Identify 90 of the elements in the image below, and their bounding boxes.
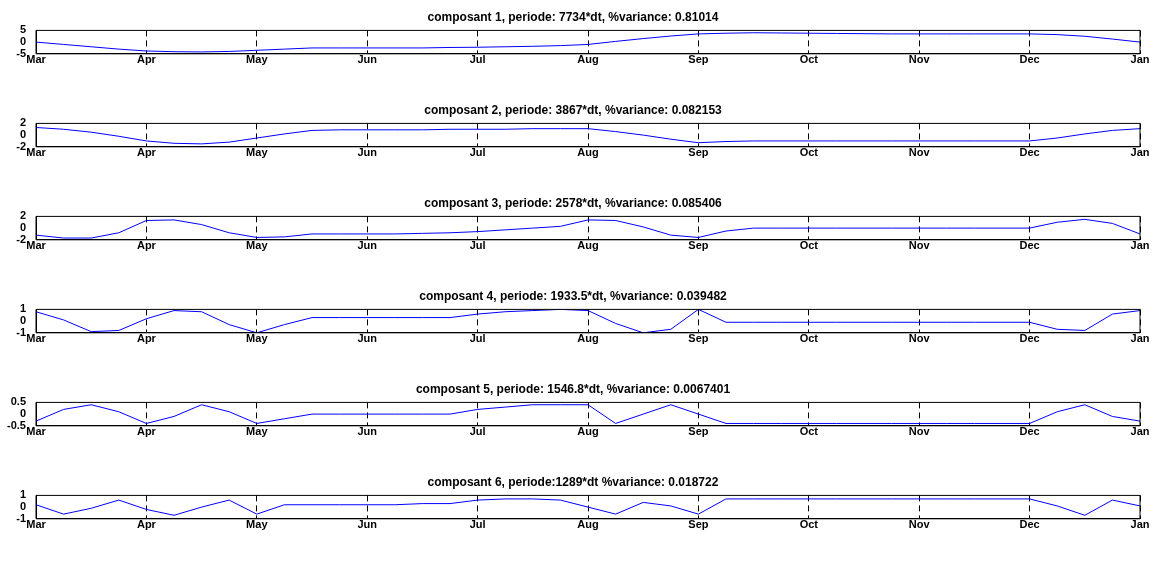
x-tick-label: Aug bbox=[577, 518, 599, 531]
x-tick-label: Aug bbox=[577, 53, 599, 66]
y-tick-label: 5 bbox=[19, 23, 26, 36]
x-tick-label: Mar bbox=[26, 332, 47, 345]
y-tick-label: -2 bbox=[16, 139, 26, 152]
chart-title: composant 4, periode: 1933.5*dt, %variance: 0.039482 bbox=[419, 288, 728, 303]
x-tick-label: Sep bbox=[688, 146, 709, 159]
x-tick-label: Apr bbox=[136, 239, 157, 252]
x-tick-label: Jan bbox=[1130, 518, 1150, 531]
x-tick-label: Sep bbox=[688, 239, 709, 252]
x-tick-label: Jul bbox=[469, 332, 486, 345]
y-tick-label: 2 bbox=[19, 209, 26, 222]
x-tick-label: Sep bbox=[688, 53, 709, 66]
x-tick-label: Apr bbox=[136, 518, 157, 531]
x-tick-label: Dec bbox=[1019, 53, 1040, 66]
x-tick-label: Mar bbox=[26, 425, 47, 438]
y-tick-label: 0 bbox=[19, 314, 26, 327]
x-tick-label: Sep bbox=[688, 332, 709, 345]
y-tick-label: 0 bbox=[19, 35, 26, 48]
y-tick-label: -1 bbox=[16, 511, 26, 524]
x-tick-label: Jun bbox=[357, 425, 378, 438]
x-tick-label: May bbox=[246, 518, 269, 531]
x-tick-label: Apr bbox=[136, 53, 157, 66]
x-tick-label: Jul bbox=[469, 53, 486, 66]
chart-title: composant 1, periode: 7734*dt, %variance: 0.81014 bbox=[427, 9, 719, 24]
chart-title: composant 3, periode: 2578*dt, %variance: 0.085406 bbox=[424, 195, 723, 210]
x-tick-label: May bbox=[246, 239, 269, 252]
y-tick-label: 0 bbox=[19, 221, 26, 234]
x-tick-label: Aug bbox=[577, 332, 599, 345]
x-tick-label: Nov bbox=[908, 239, 931, 252]
x-tick-label: Nov bbox=[908, 146, 931, 159]
x-tick-label: Aug bbox=[577, 146, 599, 159]
x-tick-label: May bbox=[246, 146, 269, 159]
x-tick-label: May bbox=[246, 332, 269, 345]
x-tick-label: Jul bbox=[469, 518, 486, 531]
x-tick-label: Jan bbox=[1130, 239, 1150, 252]
x-tick-label: Jun bbox=[357, 146, 378, 159]
x-tick-label: Dec bbox=[1019, 332, 1040, 345]
x-tick-label: Oct bbox=[799, 332, 819, 345]
x-tick-label: Apr bbox=[136, 332, 157, 345]
x-tick-label: Dec bbox=[1019, 146, 1040, 159]
x-tick-label: Jul bbox=[469, 146, 486, 159]
x-tick-label: Jul bbox=[469, 239, 486, 252]
x-tick-label: Nov bbox=[908, 518, 931, 531]
x-tick-label: Jun bbox=[357, 518, 378, 531]
y-tick-label: -5 bbox=[16, 46, 26, 59]
x-tick-label: Dec bbox=[1019, 239, 1040, 252]
x-tick-label: Apr bbox=[136, 425, 157, 438]
y-tick-label: -0.5 bbox=[7, 418, 26, 431]
x-tick-label: Jul bbox=[469, 425, 486, 438]
x-tick-label: Nov bbox=[908, 425, 931, 438]
x-tick-label: Oct bbox=[799, 53, 819, 66]
x-tick-label: Oct bbox=[799, 239, 819, 252]
y-tick-label: 0 bbox=[19, 500, 26, 513]
y-tick-label: 0 bbox=[19, 128, 26, 141]
x-tick-label: Jan bbox=[1130, 425, 1150, 438]
x-tick-label: Jan bbox=[1130, 53, 1150, 66]
x-tick-label: Sep bbox=[688, 518, 709, 531]
x-tick-label: Aug bbox=[577, 239, 599, 252]
x-tick-label: Jun bbox=[357, 332, 378, 345]
x-tick-label: Oct bbox=[799, 146, 819, 159]
x-tick-label: Nov bbox=[908, 53, 931, 66]
y-tick-label: 0 bbox=[19, 407, 26, 420]
x-tick-label: Aug bbox=[577, 425, 599, 438]
x-tick-label: Mar bbox=[26, 53, 47, 66]
x-tick-label: Jan bbox=[1130, 146, 1150, 159]
x-tick-label: Oct bbox=[799, 425, 819, 438]
y-tick-label: -2 bbox=[16, 232, 26, 245]
y-tick-label: -1 bbox=[16, 325, 26, 338]
x-tick-label: May bbox=[246, 53, 269, 66]
x-tick-label: Jan bbox=[1130, 332, 1150, 345]
y-tick-label: 0.5 bbox=[10, 395, 26, 408]
x-tick-label: Mar bbox=[26, 239, 47, 252]
x-tick-label: Mar bbox=[26, 146, 47, 159]
x-tick-label: Jun bbox=[357, 53, 378, 66]
x-tick-label: Dec bbox=[1019, 518, 1040, 531]
chart-title: composant 2, periode: 3867*dt, %variance: 0.082153 bbox=[424, 102, 723, 117]
chart-title: composant 6, periode:1289*dt %variance: 0.018722 bbox=[427, 474, 719, 489]
chart-title: composant 5, periode: 1546.8*dt, %variance: 0.0067401 bbox=[415, 381, 731, 396]
x-tick-label: Jun bbox=[357, 239, 378, 252]
y-tick-label: 2 bbox=[19, 116, 26, 129]
y-tick-label: 1 bbox=[19, 302, 26, 315]
y-tick-label: 1 bbox=[19, 488, 26, 501]
x-tick-label: May bbox=[246, 425, 269, 438]
x-tick-label: Apr bbox=[136, 146, 157, 159]
x-tick-label: Oct bbox=[799, 518, 819, 531]
x-tick-label: Nov bbox=[908, 332, 931, 345]
x-tick-label: Dec bbox=[1019, 425, 1040, 438]
x-tick-label: Mar bbox=[26, 518, 47, 531]
x-tick-label: Sep bbox=[688, 425, 709, 438]
